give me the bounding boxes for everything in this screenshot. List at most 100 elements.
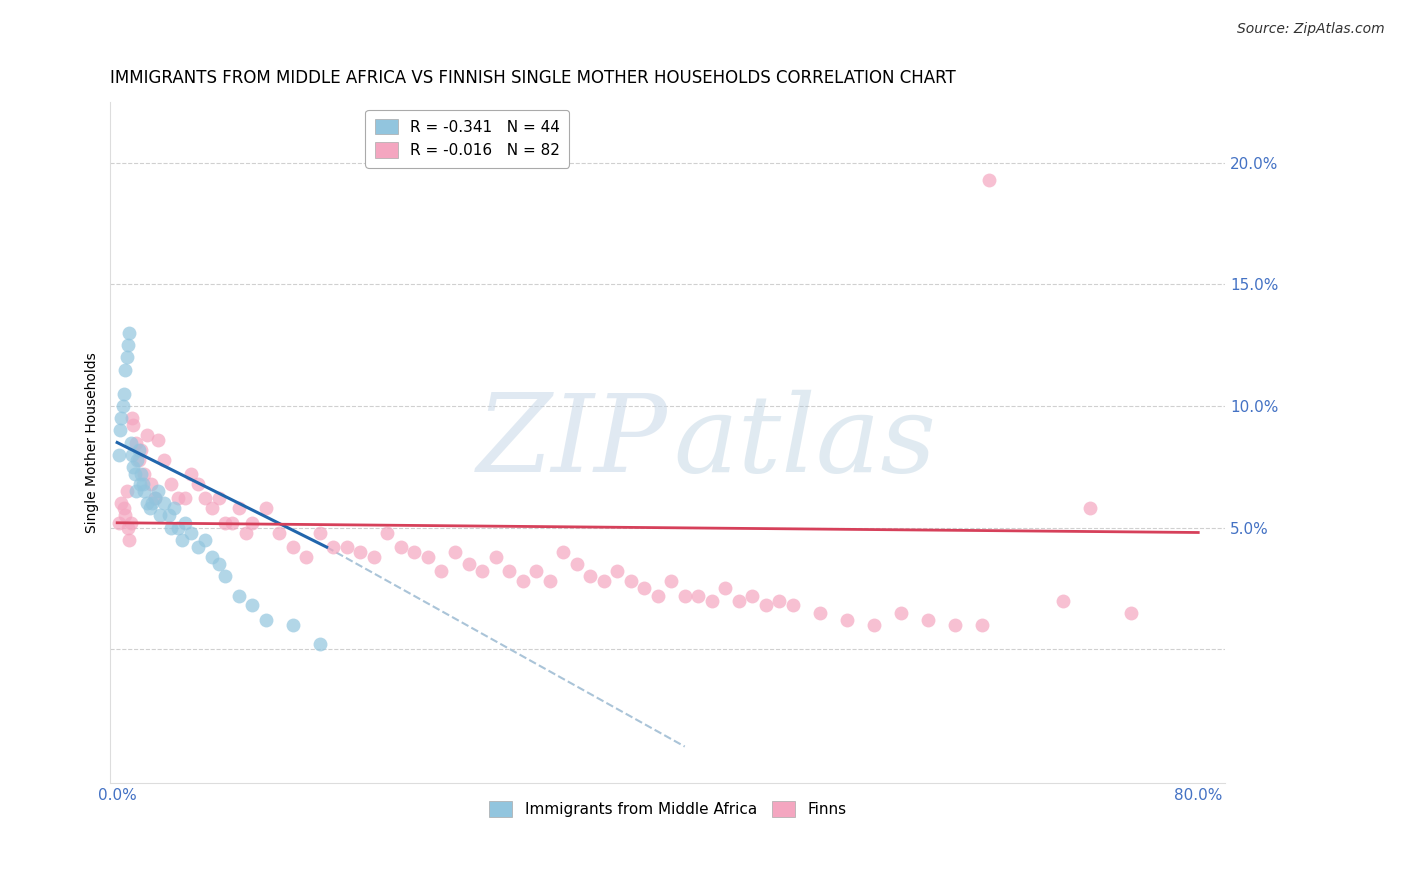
Legend: Immigrants from Middle Africa, Finns: Immigrants from Middle Africa, Finns — [484, 795, 852, 823]
Point — [125, 435, 148, 450]
Point — [180, 467, 202, 482]
Point — [240, 599, 263, 613]
Point — [688, 589, 710, 603]
Point — [714, 582, 737, 596]
Point — [143, 491, 166, 506]
Point — [125, 484, 148, 499]
Point — [157, 508, 180, 523]
Point — [149, 508, 172, 523]
Point — [1119, 606, 1142, 620]
Point — [457, 557, 479, 571]
Point — [269, 525, 291, 540]
Point — [120, 516, 142, 530]
Point — [835, 613, 858, 627]
Point — [201, 501, 224, 516]
Point — [917, 613, 939, 627]
Point — [129, 476, 152, 491]
Point — [755, 599, 778, 613]
Point — [254, 501, 277, 516]
Point — [349, 545, 371, 559]
Point — [214, 569, 236, 583]
Text: atlas: atlas — [673, 390, 936, 495]
Point — [553, 545, 575, 559]
Point — [121, 411, 143, 425]
Point — [194, 491, 217, 506]
Point — [114, 508, 136, 523]
Point — [167, 491, 190, 506]
Point — [295, 549, 318, 564]
Point — [118, 533, 141, 547]
Point — [416, 549, 439, 564]
Point — [633, 582, 655, 596]
Point — [153, 496, 176, 510]
Point — [309, 637, 332, 651]
Point — [207, 557, 229, 571]
Point — [146, 484, 169, 499]
Text: Source: ZipAtlas.com: Source: ZipAtlas.com — [1237, 22, 1385, 37]
Point — [139, 476, 162, 491]
Point — [132, 476, 155, 491]
Point — [240, 516, 263, 530]
Point — [404, 545, 426, 559]
Point — [187, 540, 209, 554]
Point — [235, 525, 257, 540]
Point — [659, 574, 682, 589]
Point — [524, 565, 547, 579]
Point — [620, 574, 643, 589]
Point — [128, 442, 150, 457]
Point — [727, 593, 749, 607]
Point — [117, 338, 139, 352]
Point — [173, 516, 195, 530]
Point — [121, 448, 143, 462]
Text: ZIP: ZIP — [477, 390, 668, 495]
Point — [153, 452, 176, 467]
Point — [115, 351, 138, 365]
Point — [180, 525, 202, 540]
Point — [207, 491, 229, 506]
Point — [124, 467, 146, 482]
Point — [201, 549, 224, 564]
Point — [134, 467, 156, 482]
Text: IMMIGRANTS FROM MIDDLE AFRICA VS FINNISH SINGLE MOTHER HOUSEHOLDS CORRELATION CH: IMMIGRANTS FROM MIDDLE AFRICA VS FINNISH… — [111, 69, 956, 87]
Point — [118, 326, 141, 340]
Point — [135, 428, 157, 442]
Point — [484, 549, 506, 564]
Y-axis label: Single Mother Households: Single Mother Households — [86, 352, 100, 533]
Point — [214, 516, 236, 530]
Point — [146, 433, 169, 447]
Point — [120, 435, 142, 450]
Point — [1078, 501, 1101, 516]
Point — [127, 452, 149, 467]
Point — [890, 606, 912, 620]
Point — [471, 565, 494, 579]
Point — [512, 574, 534, 589]
Point — [498, 565, 520, 579]
Point — [107, 448, 129, 462]
Point — [782, 599, 804, 613]
Point — [112, 501, 135, 516]
Point — [143, 491, 166, 506]
Point — [187, 476, 209, 491]
Point — [647, 589, 669, 603]
Point — [700, 593, 723, 607]
Point — [110, 496, 132, 510]
Point — [138, 501, 160, 516]
Point — [128, 452, 150, 467]
Point — [131, 467, 153, 482]
Point — [122, 459, 145, 474]
Point — [173, 491, 195, 506]
Point — [565, 557, 588, 571]
Point — [281, 618, 304, 632]
Point — [579, 569, 602, 583]
Point — [228, 589, 250, 603]
Point — [377, 525, 399, 540]
Point — [309, 525, 332, 540]
Point — [167, 521, 190, 535]
Point — [160, 476, 183, 491]
Point — [430, 565, 453, 579]
Point — [606, 565, 628, 579]
Point — [107, 516, 129, 530]
Point — [221, 516, 243, 530]
Point — [110, 411, 132, 425]
Point — [112, 387, 135, 401]
